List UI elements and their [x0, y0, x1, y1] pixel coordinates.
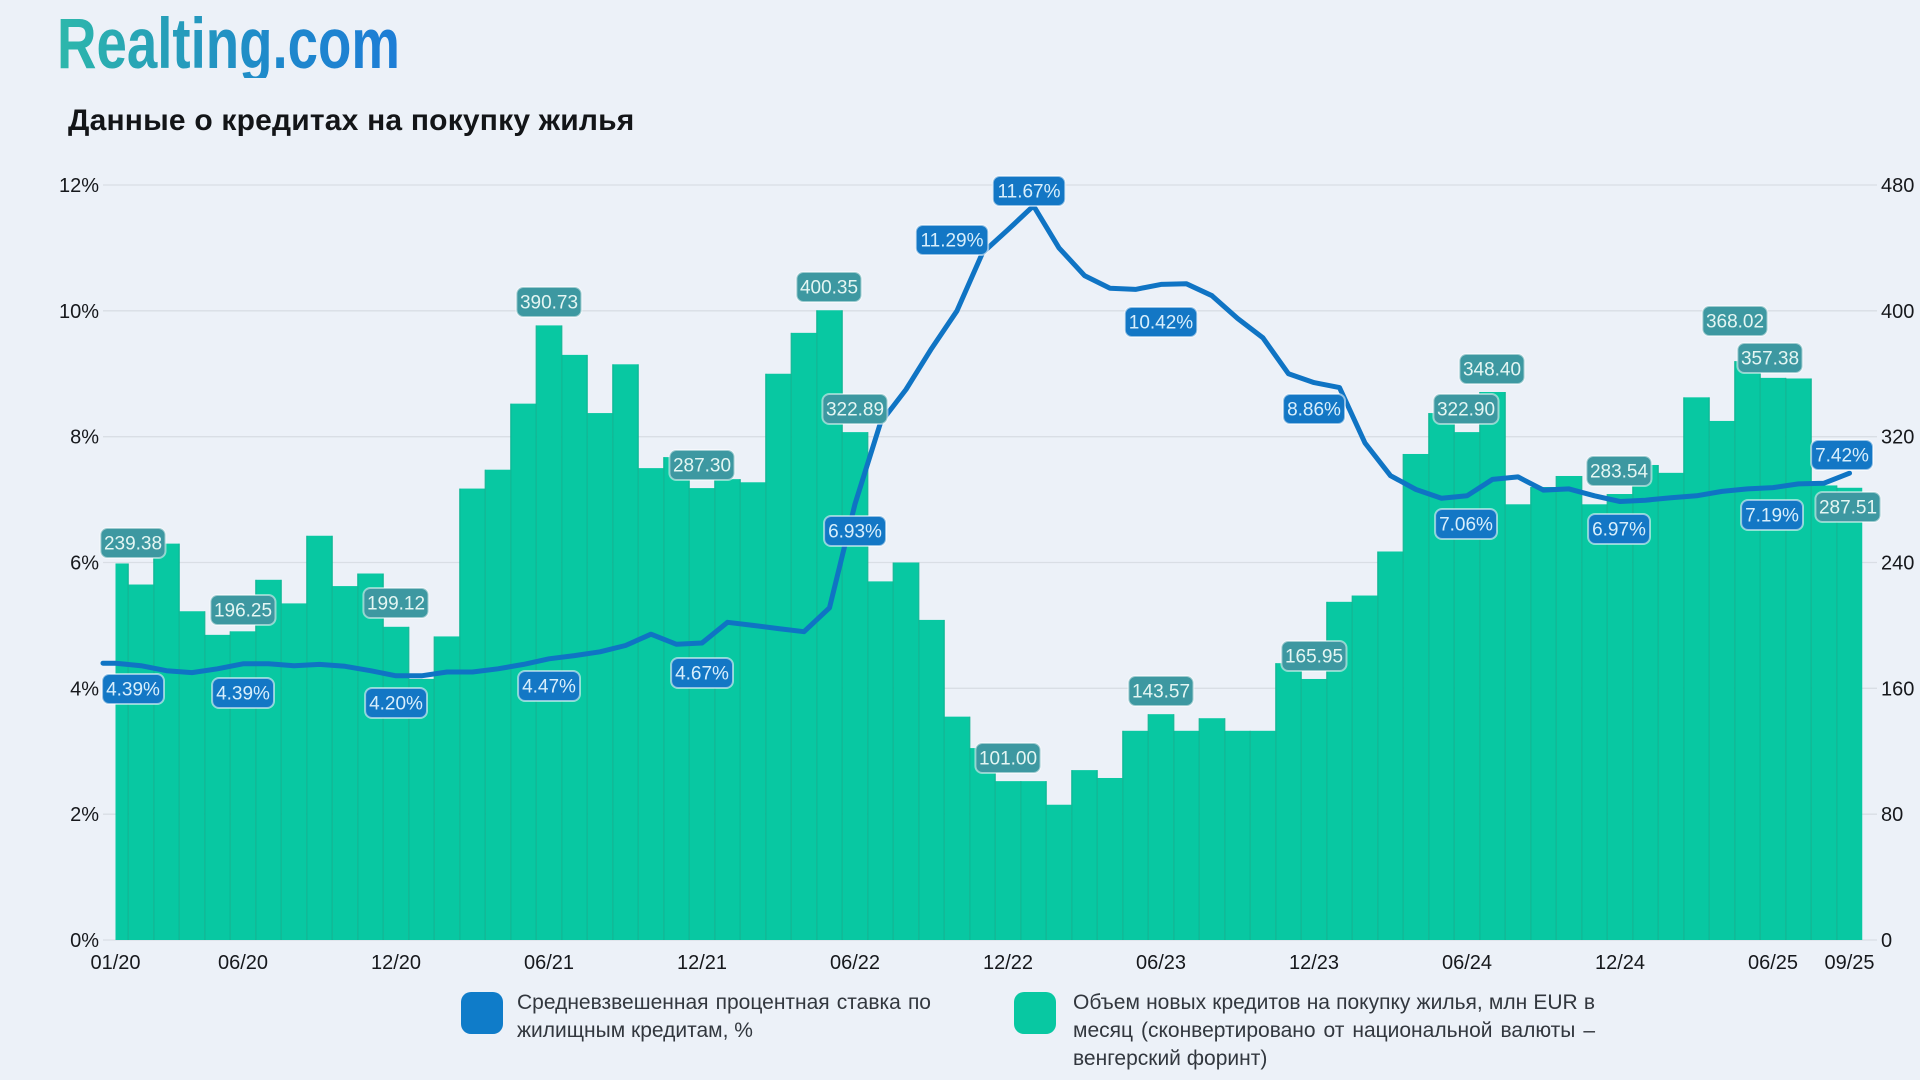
svg-text:390.73: 390.73 [520, 293, 578, 314]
svg-text:239.38: 239.38 [104, 534, 162, 555]
svg-text:348.40: 348.40 [1463, 360, 1521, 381]
svg-text:12/22: 12/22 [983, 952, 1033, 974]
svg-text:287.51: 287.51 [1819, 498, 1877, 519]
svg-text:4.39%: 4.39% [216, 684, 270, 705]
svg-text:4.39%: 4.39% [106, 680, 160, 701]
svg-text:06/22: 06/22 [830, 952, 880, 974]
svg-text:143.57: 143.57 [1132, 682, 1190, 703]
svg-text:12%: 12% [59, 175, 99, 197]
svg-text:6.97%: 6.97% [1592, 520, 1646, 541]
svg-text:12/24: 12/24 [1595, 952, 1645, 974]
svg-text:10.42%: 10.42% [1129, 313, 1194, 334]
svg-text:Realting.com: Realting.com [57, 8, 400, 78]
svg-text:09/25: 09/25 [1824, 952, 1874, 974]
svg-text:322.89: 322.89 [826, 400, 884, 421]
svg-text:12/21: 12/21 [677, 952, 727, 974]
svg-text:4.47%: 4.47% [522, 677, 576, 698]
svg-text:6.93%: 6.93% [828, 522, 882, 543]
svg-text:400: 400 [1881, 301, 1914, 323]
svg-text:11.67%: 11.67% [997, 182, 1060, 203]
svg-text:06/20: 06/20 [218, 952, 268, 974]
svg-text:196.25: 196.25 [214, 601, 272, 622]
svg-text:11.29%: 11.29% [920, 231, 983, 252]
svg-text:0%: 0% [70, 930, 99, 952]
svg-text:12/23: 12/23 [1289, 952, 1339, 974]
svg-text:06/21: 06/21 [524, 952, 574, 974]
svg-text:320: 320 [1881, 427, 1914, 449]
svg-text:12/20: 12/20 [371, 952, 421, 974]
svg-text:80: 80 [1881, 804, 1903, 826]
svg-text:8.86%: 8.86% [1287, 400, 1341, 421]
svg-text:165.95: 165.95 [1285, 647, 1343, 668]
svg-text:0: 0 [1881, 930, 1892, 952]
svg-text:7.19%: 7.19% [1745, 506, 1799, 527]
svg-text:2%: 2% [70, 804, 99, 826]
svg-text:101.00: 101.00 [979, 749, 1037, 770]
svg-text:400.35: 400.35 [800, 278, 858, 299]
svg-text:160: 160 [1881, 678, 1914, 700]
svg-text:357.38: 357.38 [1741, 349, 1799, 370]
svg-text:240: 240 [1881, 553, 1914, 575]
svg-text:368.02: 368.02 [1706, 312, 1764, 333]
svg-text:322.90: 322.90 [1437, 400, 1495, 421]
svg-text:8%: 8% [70, 427, 99, 449]
svg-text:199.12: 199.12 [367, 594, 425, 615]
svg-text:4%: 4% [70, 678, 99, 700]
svg-text:287.30: 287.30 [673, 456, 731, 477]
svg-text:4.20%: 4.20% [369, 694, 423, 715]
svg-text:10%: 10% [59, 301, 99, 323]
svg-text:7.42%: 7.42% [1815, 446, 1869, 467]
svg-text:01/20: 01/20 [90, 952, 140, 974]
svg-text:480: 480 [1881, 175, 1914, 197]
svg-text:4.67%: 4.67% [675, 664, 729, 685]
svg-text:06/24: 06/24 [1442, 952, 1492, 974]
svg-text:283.54: 283.54 [1590, 462, 1649, 483]
svg-text:06/25: 06/25 [1748, 952, 1798, 974]
svg-text:06/23: 06/23 [1136, 952, 1186, 974]
svg-text:7.06%: 7.06% [1439, 515, 1493, 536]
svg-text:6%: 6% [70, 553, 99, 575]
